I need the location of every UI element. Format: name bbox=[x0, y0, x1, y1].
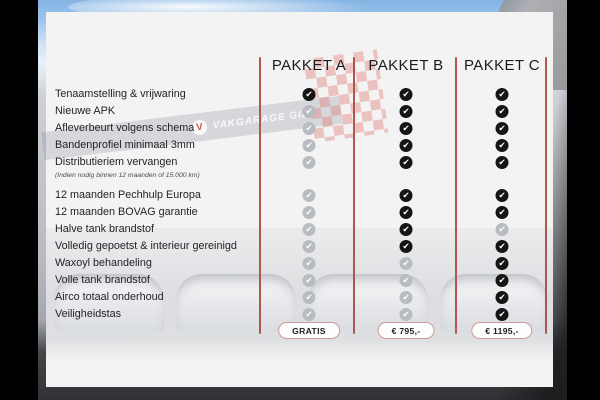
table-row: 12 maanden BOVAG garantie ✔ ✔ ✔ bbox=[46, 204, 553, 221]
check-on-icon: ✔ bbox=[495, 105, 509, 118]
table-row: 12 maanden Pechhulp Europa ✔ ✔ ✔ bbox=[46, 187, 553, 204]
check-on-icon: ✔ bbox=[399, 240, 413, 253]
feature-note: (Indien nodig binnen 12 maanden of 15.00… bbox=[55, 172, 200, 179]
check-on-icon: ✔ bbox=[495, 274, 509, 287]
check-on-icon: ✔ bbox=[399, 105, 413, 118]
check-on-icon: ✔ bbox=[495, 156, 509, 169]
check-off-icon: ✔ bbox=[399, 257, 413, 270]
feature-label: Nieuwe APK bbox=[55, 105, 116, 117]
column-header-pakket-b: PAKKET B bbox=[368, 57, 444, 74]
feature-label: Veiligheidstas bbox=[55, 308, 122, 320]
check-on-icon: ✔ bbox=[495, 257, 509, 270]
check-off-icon: ✔ bbox=[495, 223, 509, 236]
table-row: Volle tank brandstof ✔ ✔ ✔ bbox=[46, 272, 553, 289]
column-separator bbox=[545, 57, 547, 334]
check-on-icon: ✔ bbox=[495, 88, 509, 101]
check-off-icon: ✔ bbox=[302, 240, 316, 253]
check-on-icon: ✔ bbox=[495, 139, 509, 152]
price-button-pakket-a[interactable]: GRATIS bbox=[278, 322, 340, 339]
check-off-icon: ✔ bbox=[302, 206, 316, 219]
feature-label: Airco totaal onderhoud bbox=[55, 291, 164, 303]
check-on-icon: ✔ bbox=[302, 88, 316, 101]
check-on-icon: ✔ bbox=[399, 206, 413, 219]
feature-label: Halve tank brandstof bbox=[55, 223, 155, 235]
check-on-icon: ✔ bbox=[495, 206, 509, 219]
price-button-pakket-c[interactable]: € 1195,- bbox=[471, 322, 533, 339]
table-row: Airco totaal onderhoud ✔ ✔ ✔ bbox=[46, 289, 553, 306]
check-off-icon: ✔ bbox=[302, 122, 316, 135]
table-row: Volledig gepoetst & interieur gereinigd ✔… bbox=[46, 238, 553, 255]
check-on-icon: ✔ bbox=[399, 122, 413, 135]
check-off-icon: ✔ bbox=[302, 156, 316, 169]
table-row: Waxoyl behandeling ✔ ✔ ✔ bbox=[46, 255, 553, 272]
table-row: Distributieriem vervangen (Indien nodig b… bbox=[46, 154, 553, 183]
check-off-icon: ✔ bbox=[399, 274, 413, 287]
check-off-icon: ✔ bbox=[302, 291, 316, 304]
feature-label: Tenaamstelling & vrijwaring bbox=[55, 88, 186, 100]
check-off-icon: ✔ bbox=[302, 308, 316, 321]
check-off-icon: ✔ bbox=[399, 291, 413, 304]
column-header-pakket-c: PAKKET C bbox=[463, 57, 541, 74]
table-row: Veiligheidstas ✔ ✔ ✔ bbox=[46, 306, 553, 323]
check-off-icon: ✔ bbox=[302, 105, 316, 118]
feature-label: Bandenprofiel minimaal 3mm bbox=[55, 139, 195, 151]
price-button-pakket-b[interactable]: € 795,- bbox=[377, 322, 435, 339]
check-off-icon: ✔ bbox=[302, 223, 316, 236]
column-separator bbox=[455, 57, 457, 334]
check-off-icon: ✔ bbox=[399, 308, 413, 321]
feature-label: 12 maanden Pechhulp Europa bbox=[55, 189, 201, 201]
check-on-icon: ✔ bbox=[399, 156, 413, 169]
feature-label: Distributieriem vervangen bbox=[55, 156, 178, 168]
feature-label: Volledig gepoetst & interieur gereinigd bbox=[55, 240, 237, 252]
feature-label: 12 maanden BOVAG garantie bbox=[55, 206, 198, 218]
check-on-icon: ✔ bbox=[495, 291, 509, 304]
feature-label: Volle tank brandstof bbox=[55, 274, 150, 286]
feature-label: Waxoyl behandeling bbox=[55, 257, 152, 269]
feature-label: Afleverbeurt volgens schema bbox=[55, 122, 195, 134]
feature-rows: Tenaamstelling & vrijwaring ✔ ✔ ✔ Nieuwe APK… bbox=[46, 86, 553, 323]
check-off-icon: ✔ bbox=[302, 274, 316, 287]
table-row: Tenaamstelling & vrijwaring ✔ ✔ ✔ bbox=[46, 86, 553, 103]
check-on-icon: ✔ bbox=[495, 189, 509, 202]
check-on-icon: ✔ bbox=[399, 223, 413, 236]
check-on-icon: ✔ bbox=[399, 139, 413, 152]
check-on-icon: ✔ bbox=[495, 240, 509, 253]
table-row: Nieuwe APK ✔ ✔ ✔ bbox=[46, 103, 553, 120]
check-off-icon: ✔ bbox=[302, 189, 316, 202]
table-row: Halve tank brandstof ✔ ✔ ✔ bbox=[46, 221, 553, 238]
column-separator bbox=[259, 57, 261, 334]
column-separator bbox=[353, 57, 355, 334]
check-on-icon: ✔ bbox=[495, 308, 509, 321]
column-header-pakket-a: PAKKET A bbox=[271, 57, 347, 74]
table-row: Bandenprofiel minimaal 3mm ✔ ✔ ✔ bbox=[46, 137, 553, 154]
check-on-icon: ✔ bbox=[495, 122, 509, 135]
check-on-icon: ✔ bbox=[399, 189, 413, 202]
check-off-icon: ✔ bbox=[302, 257, 316, 270]
table-row: Afleverbeurt volgens schema ✔ ✔ ✔ bbox=[46, 120, 553, 137]
check-off-icon: ✔ bbox=[302, 139, 316, 152]
check-on-icon: ✔ bbox=[399, 88, 413, 101]
